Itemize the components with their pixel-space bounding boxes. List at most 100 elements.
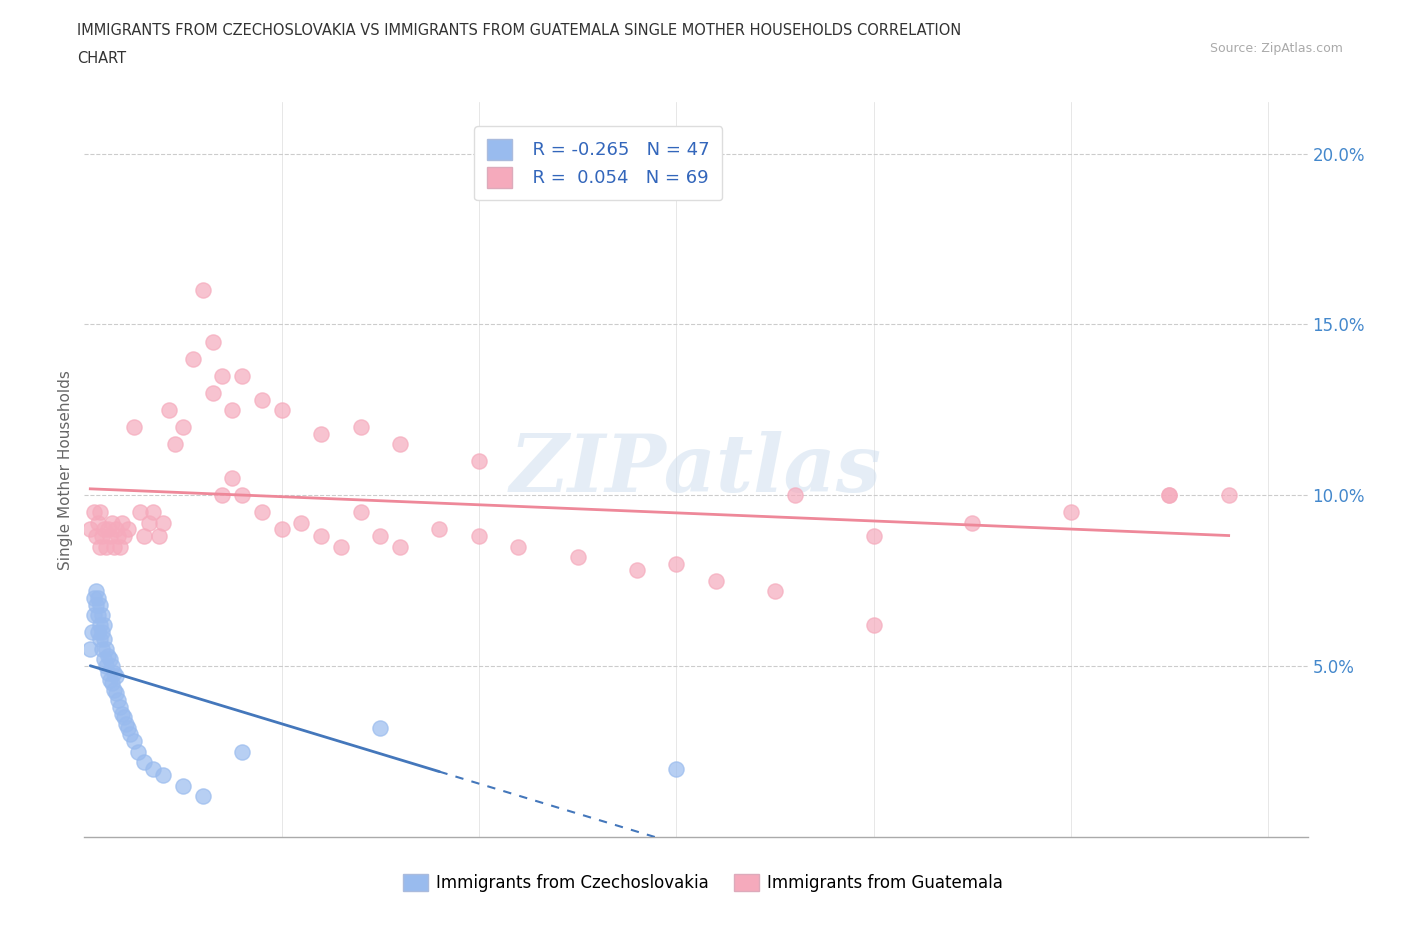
Point <box>82 625 104 640</box>
Point <box>221 471 243 485</box>
Point <box>89 631 111 646</box>
Point <box>783 488 806 503</box>
Point <box>567 550 589 565</box>
Point <box>172 419 194 434</box>
Point <box>1218 488 1240 503</box>
Point <box>221 403 243 418</box>
Point <box>128 505 150 520</box>
Point <box>104 686 127 701</box>
Point <box>191 789 214 804</box>
Point <box>103 539 125 554</box>
Point <box>309 426 332 441</box>
Point <box>103 683 125 698</box>
Point <box>1060 505 1083 520</box>
Point <box>101 658 124 673</box>
Point <box>97 522 120 537</box>
Point <box>368 529 391 544</box>
Point <box>83 607 105 622</box>
Point <box>101 676 124 691</box>
Point <box>114 717 136 732</box>
Point <box>172 778 194 793</box>
Point <box>231 488 253 503</box>
Point <box>98 529 121 544</box>
Point <box>270 403 292 418</box>
Point <box>191 283 214 298</box>
Point <box>79 642 101 657</box>
Point <box>127 744 149 759</box>
Point <box>270 522 292 537</box>
Point <box>152 515 174 530</box>
Point <box>201 334 224 349</box>
Point <box>122 419 145 434</box>
Point <box>389 436 412 451</box>
Point <box>89 597 111 612</box>
Point <box>250 505 273 520</box>
Point <box>142 505 165 520</box>
Point <box>89 618 111 632</box>
Point <box>468 454 491 469</box>
Point <box>181 352 204 366</box>
Point <box>91 607 114 622</box>
Point <box>665 762 688 777</box>
Point <box>89 539 111 554</box>
Point <box>84 583 107 598</box>
Point <box>91 529 114 544</box>
Point <box>112 710 135 724</box>
Legend: Immigrants from Czechoslovakia, Immigrants from Guatemala: Immigrants from Czechoslovakia, Immigran… <box>396 867 1010 898</box>
Point <box>250 392 273 407</box>
Point <box>111 515 134 530</box>
Point <box>231 744 253 759</box>
Point <box>108 539 131 554</box>
Point <box>118 727 141 742</box>
Point <box>94 658 117 673</box>
Point <box>83 591 105 605</box>
Point <box>231 368 253 383</box>
Point <box>87 607 110 622</box>
Point <box>508 539 530 554</box>
Point <box>132 754 155 769</box>
Point <box>211 488 233 503</box>
Point <box>132 529 155 544</box>
Point <box>1159 488 1181 503</box>
Point <box>349 505 371 520</box>
Point <box>157 403 180 418</box>
Point <box>91 625 114 640</box>
Point <box>704 573 727 588</box>
Point <box>87 515 110 530</box>
Point <box>98 652 121 667</box>
Point <box>763 583 786 598</box>
Point <box>665 556 688 571</box>
Y-axis label: Single Mother Households: Single Mother Households <box>58 370 73 569</box>
Point <box>626 563 648 578</box>
Point <box>112 529 135 544</box>
Text: ZIPatlas: ZIPatlas <box>510 431 882 509</box>
Point <box>94 642 117 657</box>
Point <box>103 666 125 681</box>
Text: IMMIGRANTS FROM CZECHOSLOVAKIA VS IMMIGRANTS FROM GUATEMALA SINGLE MOTHER HOUSEH: IMMIGRANTS FROM CZECHOSLOVAKIA VS IMMIGR… <box>77 23 962 38</box>
Point <box>98 672 121 687</box>
Point <box>87 591 110 605</box>
Point <box>108 699 131 714</box>
Point <box>148 529 170 544</box>
Point <box>91 642 114 657</box>
Point <box>89 505 111 520</box>
Point <box>117 522 139 537</box>
Point <box>93 631 115 646</box>
Point <box>468 529 491 544</box>
Legend:   R = -0.265   N = 47,   R =  0.054   N = 69: R = -0.265 N = 47, R = 0.054 N = 69 <box>474 126 723 200</box>
Point <box>79 522 101 537</box>
Point <box>87 625 110 640</box>
Point <box>211 368 233 383</box>
Point <box>201 385 224 400</box>
Point <box>309 529 332 544</box>
Point <box>97 648 120 663</box>
Point <box>111 707 134 722</box>
Point <box>93 618 115 632</box>
Point <box>93 652 115 667</box>
Point <box>104 522 127 537</box>
Point <box>107 529 129 544</box>
Point <box>117 720 139 735</box>
Point <box>94 539 117 554</box>
Point <box>107 693 129 708</box>
Text: Source: ZipAtlas.com: Source: ZipAtlas.com <box>1209 42 1343 55</box>
